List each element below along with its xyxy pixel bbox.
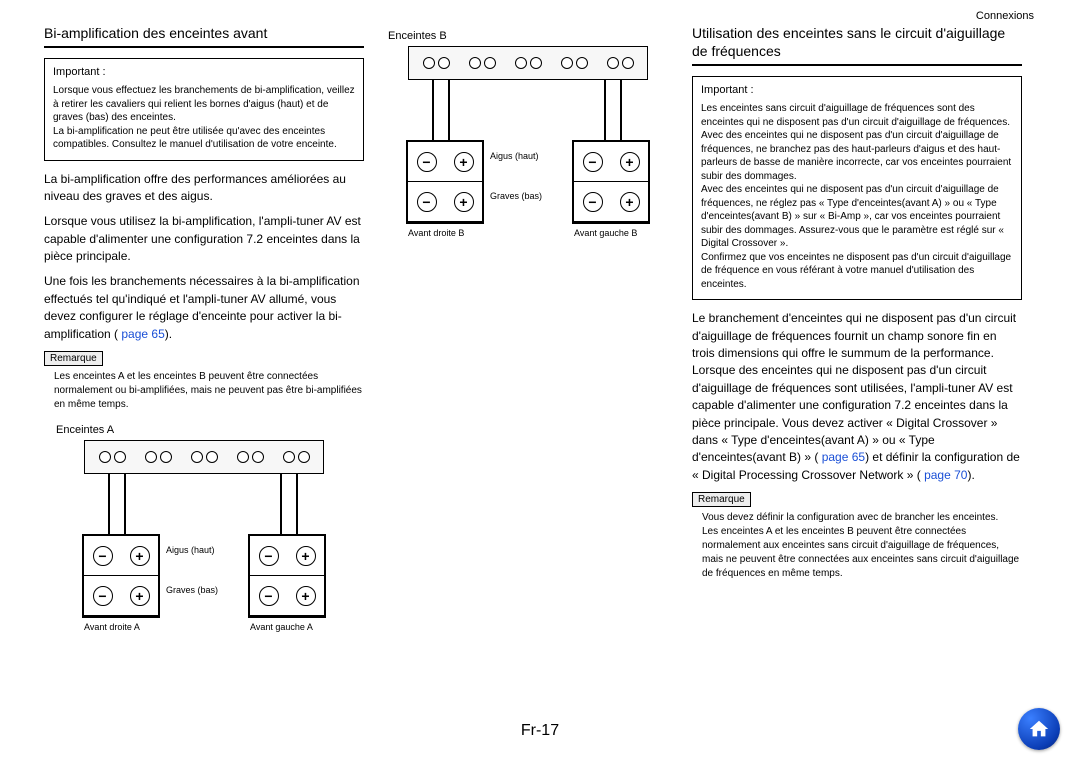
speaker-front-right: −+ −+ Avant droite A (82, 534, 160, 618)
body-paragraph: La bi-amplification offre des performanc… (44, 171, 364, 206)
remark-line: Vous devez définir la configuration avec… (702, 511, 1022, 525)
remark-line: Les enceintes A et les enceintes B peuve… (702, 525, 1022, 581)
body-paragraph: Une fois les branchements nécessaires à … (44, 273, 364, 343)
speaker-caption: Avant droite A (84, 622, 194, 632)
right-important-box: Important : Les enceintes sans circuit d… (692, 76, 1022, 300)
speaker-diagram-a: −+ −+ Avant droite A −+ −+ Avant gauche … (74, 440, 334, 640)
label-low: Graves (bas) (166, 584, 218, 597)
speaker-caption: Avant gauche A (250, 622, 360, 632)
label-high: Aigus (haut) (490, 150, 539, 163)
page-link-70[interactable]: page 70 (921, 468, 968, 482)
speaker-caption: Avant gauche B (574, 228, 684, 238)
home-button[interactable] (1018, 708, 1060, 750)
page-link-65[interactable]: page 65 (818, 450, 865, 464)
column-right: Utilisation des enceintes sans le circui… (692, 24, 1022, 640)
speaker-diagram-b: −+ −+ Avant droite B −+ −+ Avant gauche … (398, 46, 658, 246)
important-text: Avec des enceintes qui ne disposent pas … (701, 183, 1013, 251)
important-text: La bi-amplification ne peut être utilisé… (53, 125, 355, 152)
speaker-front-left: −+ −+ Avant gauche A (248, 534, 326, 618)
body-paragraph: Le branchement d'enceintes qui ne dispos… (692, 310, 1022, 484)
right-section-title: Utilisation des enceintes sans le circui… (692, 24, 1022, 66)
remark-block: Remarque Les enceintes A et les enceinte… (44, 351, 364, 412)
remark-text: Les enceintes A et les enceintes B peuve… (44, 370, 364, 412)
remark-block: Remarque Vous devez définir la configura… (692, 492, 1022, 581)
body-paragraph: Lorsque vous utilisez la bi-amplificatio… (44, 213, 364, 265)
remark-text: Vous devez définir la configuration avec… (692, 511, 1022, 581)
page-link-65[interactable]: page 65 (118, 327, 165, 341)
page-number: Fr-17 (0, 722, 1080, 740)
text-run: ). (967, 468, 974, 482)
label-high: Aigus (haut) (166, 544, 215, 557)
label-low: Graves (bas) (490, 190, 542, 203)
amplifier-panel (84, 440, 324, 474)
speaker-caption: Avant droite B (408, 228, 518, 238)
important-label: Important : (53, 65, 355, 80)
column-middle: Enceintes B −+ −+ Avant droite B (388, 24, 668, 640)
left-section-title: Bi-amplification des enceintes avant (44, 24, 364, 48)
left-important-box: Important : Lorsque vous effectuez les b… (44, 58, 364, 160)
breadcrumb: Connexions (976, 10, 1034, 22)
text-run: Le branchement d'enceintes qui ne dispos… (692, 311, 1016, 464)
column-left: Bi-amplification des enceintes avant Imp… (44, 24, 364, 640)
remark-label: Remarque (44, 351, 103, 366)
important-text: Lorsque vous effectuez les branchements … (53, 84, 355, 125)
important-text: Avec des enceintes qui ne disposent pas … (701, 129, 1013, 183)
speaker-front-right: −+ −+ Avant droite B (406, 140, 484, 224)
speaker-front-left: −+ −+ Avant gauche B (572, 140, 650, 224)
home-icon (1028, 718, 1050, 740)
important-label: Important : (701, 83, 1013, 98)
important-text: Confirmez que vos enceintes ne disposent… (701, 251, 1013, 292)
remark-label: Remarque (692, 492, 751, 507)
page-columns: Bi-amplification des enceintes avant Imp… (44, 24, 1046, 640)
text-run: Une fois les branchements nécessaires à … (44, 274, 360, 340)
important-text: Les enceintes sans circuit d'aiguillage … (701, 102, 1013, 129)
amplifier-panel (408, 46, 648, 80)
text-run: ). (165, 327, 172, 341)
figure-b-title: Enceintes B (388, 30, 668, 42)
figure-a-title: Enceintes A (56, 424, 364, 436)
